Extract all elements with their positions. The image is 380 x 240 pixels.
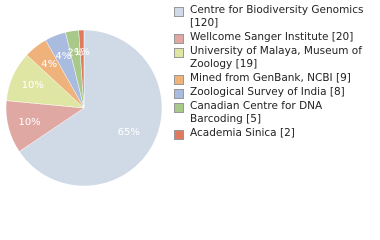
- legend-label: University of Malaya, Museum of Zoology: [190, 45, 362, 70]
- legend-count: [5]: [246, 113, 262, 125]
- legend-item: Mined from GenBank, NCBI [9]: [172, 72, 372, 85]
- legend-item: Wellcome Sanger Institute [20]: [172, 31, 372, 44]
- legend-swatch: [174, 130, 184, 140]
- legend-swatch: [174, 34, 184, 44]
- slice-label: 2%: [67, 48, 83, 59]
- legend-swatch: [174, 89, 184, 99]
- legend-label: Wellcome Sanger Institute: [190, 31, 329, 43]
- legend-item: University of Malaya, Museum of Zoology …: [172, 45, 372, 71]
- legend-swatch: [174, 75, 184, 85]
- legend-swatch: [174, 48, 184, 58]
- pie-slice: [18, 29, 163, 187]
- pie-slice: [78, 29, 85, 109]
- legend-label: Mined from GenBank, NCBI: [190, 72, 333, 84]
- legend-count: [2]: [279, 127, 295, 139]
- legend-count: [120]: [190, 17, 219, 29]
- legend-item: Canadian Centre for DNA Barcoding [5]: [172, 100, 372, 126]
- legend-label: Centre for Biodiversity Genomics: [190, 4, 364, 16]
- legend-count: [8]: [329, 86, 345, 98]
- legend-label: Zoological Survey of India: [190, 86, 327, 98]
- legend-swatch: [174, 7, 184, 17]
- legend-label: Canadian Centre for DNA Barcoding: [190, 100, 323, 125]
- slice-label: 65%: [118, 127, 140, 138]
- legend-count: [9]: [336, 72, 351, 84]
- slice-label: 10%: [18, 117, 40, 128]
- slice-label: 10%: [22, 80, 44, 91]
- pie-chart: 65%10%10%4%4%2%1%: [5, 29, 163, 187]
- slice-label: 4%: [55, 51, 71, 62]
- legend-item: Zoological Survey of India [8]: [172, 86, 372, 99]
- legend-label: Academia Sinica: [190, 127, 277, 139]
- legend-item: Centre for Biodiversity Genomics [120]: [172, 4, 372, 30]
- legend-count: [20]: [331, 31, 354, 43]
- legend-swatch: [174, 103, 184, 113]
- slice-label: 1%: [74, 47, 90, 58]
- slice-label: 4%: [41, 59, 57, 70]
- legend-count: [19]: [235, 58, 258, 70]
- legend: Centre for Biodiversity Genomics [120] We…: [172, 4, 372, 141]
- legend-item: Academia Sinica [2]: [172, 127, 372, 140]
